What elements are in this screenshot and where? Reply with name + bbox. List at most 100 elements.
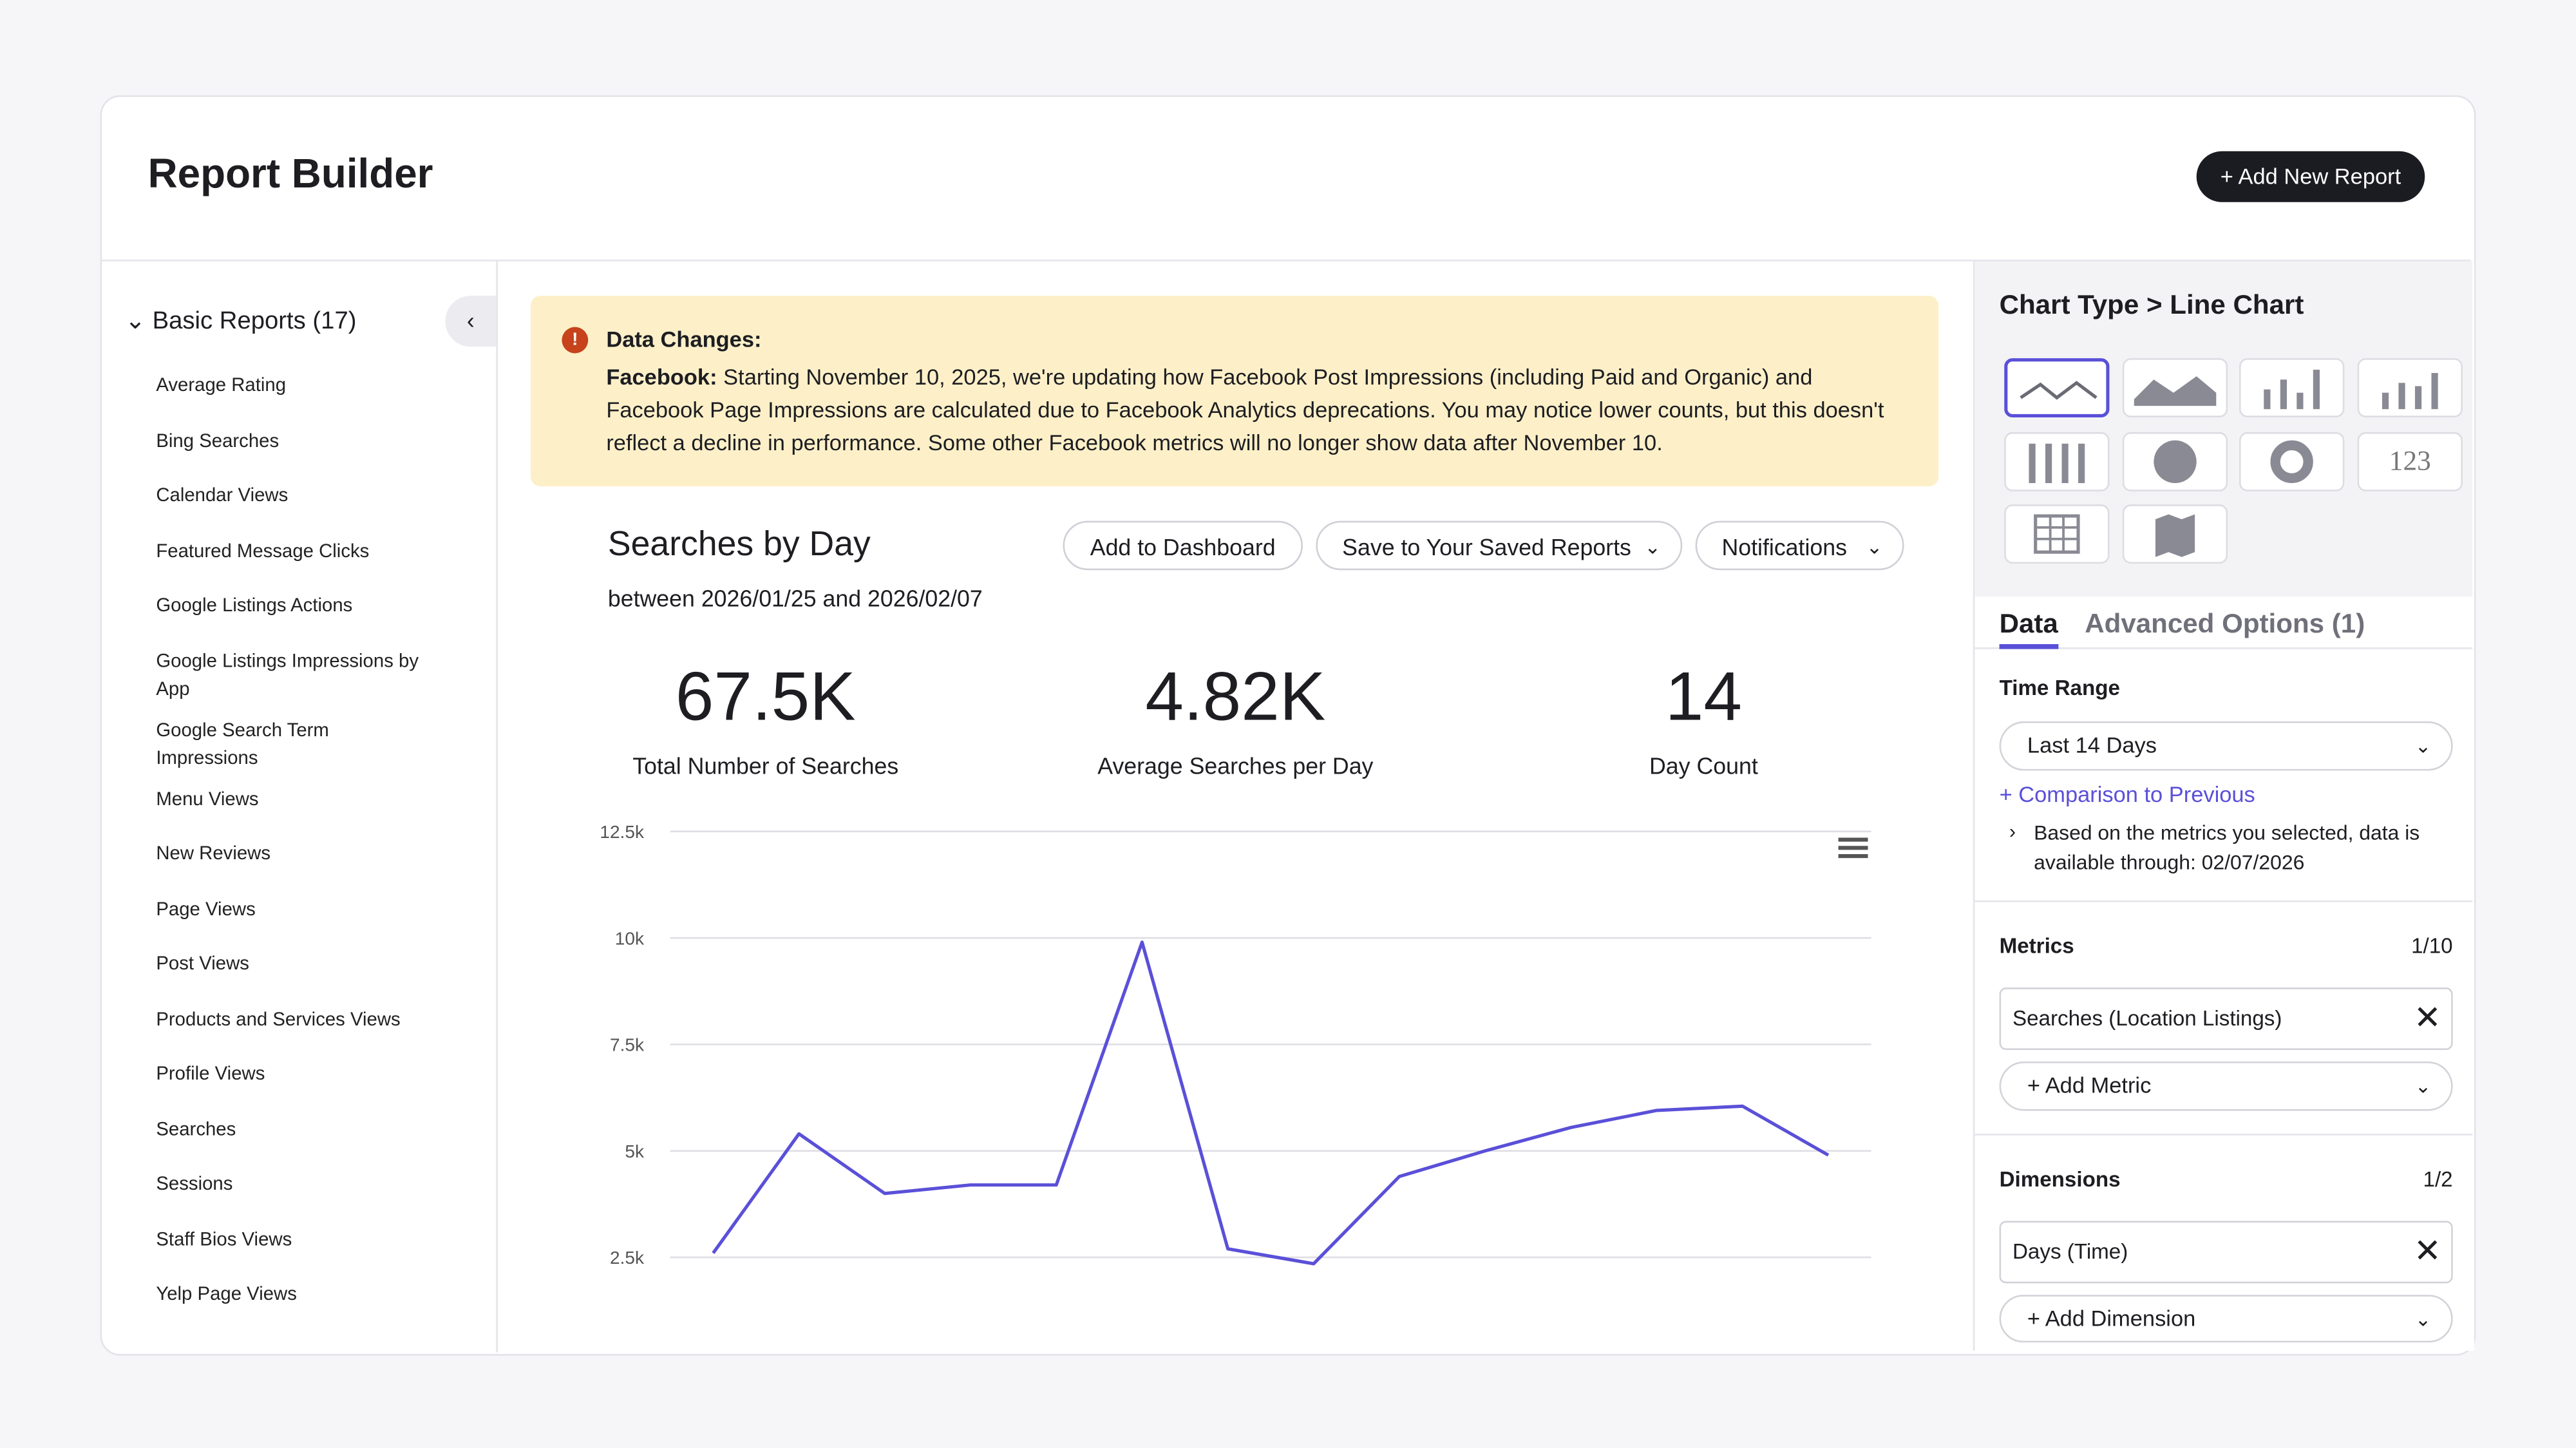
y-tick-label: 10k bbox=[615, 928, 645, 948]
report-link[interactable]: Bing Searches bbox=[156, 431, 279, 452]
value: Days (Time) bbox=[2012, 1239, 2128, 1264]
chevron: ⌄ bbox=[124, 307, 146, 336]
chevron: ⌄ bbox=[2414, 1308, 2432, 1331]
table-icon[interactable] bbox=[2004, 504, 2110, 564]
report-link[interactable]: New Reviews bbox=[156, 844, 271, 864]
divider bbox=[1975, 1134, 2473, 1136]
report-link[interactable]: Profile Views bbox=[156, 1065, 265, 1085]
divider bbox=[102, 260, 2471, 262]
line-icon[interactable] bbox=[2004, 358, 2110, 417]
value: + Add Dimension bbox=[2027, 1306, 2196, 1331]
comparison-link[interactable]: + Comparison to Previous bbox=[1999, 782, 2255, 807]
pie-icon[interactable] bbox=[2122, 432, 2228, 491]
report-link[interactable]: Staff Bios Views bbox=[156, 1230, 292, 1250]
notifications-button[interactable]: Notifications ⌄ bbox=[1695, 520, 1904, 571]
section-label: Time Range bbox=[1999, 675, 2120, 700]
value: + Add Metric bbox=[2027, 1072, 2152, 1098]
kpi-label: Total Number of Searches bbox=[632, 752, 899, 779]
report-link[interactable]: Yelp Page Views bbox=[156, 1284, 297, 1305]
chevron: ⌄ bbox=[1866, 535, 1883, 559]
kpi-value: 67.5K bbox=[675, 657, 856, 735]
report-link[interactable]: Searches bbox=[156, 1119, 236, 1140]
plot: 2.5k 5k 7.5k 10k 12.5k bbox=[600, 822, 1871, 1268]
remove-button[interactable]: ✕ bbox=[2414, 1234, 2441, 1270]
notice-title: Data Changes: bbox=[606, 327, 762, 352]
kpi-label: Average Searches per Day bbox=[1097, 752, 1374, 779]
icon bbox=[2382, 373, 2438, 410]
report-link[interactable]: Menu Views bbox=[156, 789, 259, 810]
icon bbox=[2264, 369, 2320, 410]
bar-icon[interactable] bbox=[2239, 358, 2345, 417]
stacked-bar-icon[interactable] bbox=[2357, 358, 2463, 417]
y-tick-label: 2.5k bbox=[610, 1248, 645, 1268]
notice-text: Starting November 10, 2025, we're updati… bbox=[606, 365, 1884, 455]
save-button[interactable]: Save to Your Saved Reports ⌄ bbox=[1316, 520, 1683, 571]
y-tick-label: 5k bbox=[625, 1141, 645, 1161]
notice bbox=[530, 296, 1939, 487]
icon bbox=[2020, 381, 2098, 400]
report-link[interactable]: Google Search Term Impressions bbox=[156, 720, 329, 768]
divider bbox=[1975, 647, 2473, 649]
icon bbox=[2029, 443, 2085, 483]
tab-data[interactable]: Data bbox=[1999, 609, 2058, 649]
y-tick-label: 12.5k bbox=[600, 822, 645, 842]
notice-body: Facebook: Starting November 10, 2025, we… bbox=[606, 361, 1904, 460]
donut-icon[interactable] bbox=[2239, 432, 2345, 491]
icon bbox=[2270, 440, 2313, 483]
report-link[interactable]: Page Views bbox=[156, 899, 256, 920]
icon bbox=[2154, 440, 2197, 483]
add-metric[interactable]: + Add Metric ⌄ bbox=[1999, 1061, 2453, 1111]
report-link[interactable]: Calendar Views bbox=[156, 486, 289, 506]
section-label: Metrics bbox=[1999, 933, 2074, 958]
line-series bbox=[712, 940, 1830, 1266]
group-title: Basic Reports (17) bbox=[152, 307, 357, 336]
page-title: Report Builder bbox=[147, 151, 433, 198]
group-toggle[interactable]: ⌄ Basic Reports (17) bbox=[125, 305, 357, 335]
column-icon[interactable] bbox=[2004, 432, 2110, 491]
divider bbox=[496, 261, 498, 1353]
chevron: ⌄ bbox=[1644, 535, 1662, 559]
add-report-button[interactable]: + Add New Report bbox=[2196, 151, 2425, 202]
dimension-item: Days (Time) ✕ bbox=[1999, 1221, 2453, 1284]
tab-advanced[interactable]: Advanced Options (1) bbox=[2085, 609, 2365, 640]
report-link[interactable]: Google Listings Impressions by App bbox=[156, 651, 419, 700]
report-link[interactable]: Google Listings Actions bbox=[156, 596, 353, 616]
section-label: Dimensions bbox=[1999, 1167, 2121, 1192]
divider bbox=[1975, 900, 2473, 902]
availability-note: Based on the metrics you selected, data … bbox=[2034, 821, 2420, 875]
chevron: ⌄ bbox=[2414, 1074, 2432, 1098]
report-title: Searches by Day bbox=[607, 526, 871, 564]
notice-lead: Facebook: bbox=[606, 365, 717, 390]
dashboard-button[interactable]: Add to Dashboard bbox=[1063, 520, 1303, 571]
kpi-value: 14 bbox=[1665, 657, 1742, 735]
kpi-value: 4.82K bbox=[1145, 657, 1326, 735]
chevron: › bbox=[2009, 819, 2016, 843]
report-link[interactable]: Featured Message Clicks bbox=[156, 541, 370, 562]
report-link[interactable]: Post Views bbox=[156, 955, 249, 975]
collapse-button[interactable]: ‹ bbox=[445, 296, 497, 347]
remove-button[interactable]: ✕ bbox=[2414, 1000, 2441, 1037]
time-range-select[interactable]: Last 14 Days ⌄ bbox=[1999, 721, 2453, 771]
chart-menu[interactable] bbox=[1838, 837, 1868, 859]
report-link[interactable]: Average Rating bbox=[156, 376, 287, 396]
label: Notifications bbox=[1721, 534, 1848, 560]
report-link[interactable]: Products and Services Views bbox=[156, 1009, 401, 1030]
icon bbox=[2155, 514, 2195, 557]
report-link[interactable]: Sessions bbox=[156, 1174, 233, 1195]
add-dimension[interactable]: + Add Dimension ⌄ bbox=[1999, 1295, 2453, 1343]
count: 1/2 bbox=[2423, 1167, 2453, 1192]
metric-item: Searches (Location Listings) ✕ bbox=[1999, 987, 2453, 1051]
area-icon[interactable] bbox=[2122, 358, 2228, 417]
map-icon[interactable] bbox=[2122, 504, 2228, 564]
value: Searches (Location Listings) bbox=[2012, 1005, 2282, 1031]
alert-icon: ! bbox=[562, 327, 589, 354]
number-icon[interactable]: 123 bbox=[2357, 432, 2463, 491]
y-tick-label: 7.5k bbox=[610, 1035, 645, 1055]
icon bbox=[2034, 514, 2080, 554]
value: Last 14 Days bbox=[2027, 732, 2157, 758]
chevron: ⌄ bbox=[2414, 734, 2432, 758]
kpi-label: Day Count bbox=[1649, 752, 1758, 779]
label: Save to Your Saved Reports bbox=[1342, 534, 1631, 560]
